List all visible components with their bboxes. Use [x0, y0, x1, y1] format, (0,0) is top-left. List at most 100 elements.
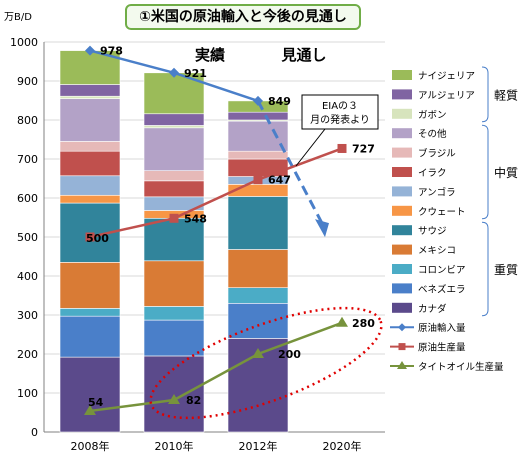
y-tick-label: 200 [17, 348, 38, 361]
legend-group-label: 軽質 [494, 87, 518, 102]
line-tight-oil [89, 321, 343, 413]
y-axis-label: 万B/D [4, 12, 32, 23]
chart-title: ①米国の原油輸入と今後の見通し [125, 4, 361, 30]
legend-group-label: 中質 [494, 165, 518, 180]
line-production [89, 147, 343, 239]
x-tick-label: 2012年 [239, 439, 278, 453]
legend-group-label: 重質 [494, 262, 518, 277]
bar-segment [227, 120, 289, 152]
bar-segment [143, 180, 205, 198]
legend-swatch [392, 244, 412, 255]
bar-segment [143, 260, 205, 307]
bar-segment [59, 315, 121, 358]
data-point [85, 45, 95, 56]
legend-label: クウェート [418, 207, 466, 218]
legend-swatch [392, 225, 412, 236]
legend-swatch [392, 205, 412, 216]
bar-segment [59, 84, 121, 97]
data-point [253, 175, 263, 185]
legend-bracket [481, 221, 489, 317]
legend-swatch [392, 70, 412, 80]
section-label-forecast: 見通し [280, 46, 326, 64]
bar-segment [143, 306, 205, 321]
annotation-text: 月の発表より [310, 113, 370, 126]
x-tick-label: 2020年 [323, 439, 362, 453]
x-tick-label: 2010年 [155, 439, 194, 453]
bar-segment [59, 356, 121, 433]
data-label: 82 [186, 394, 201, 407]
annotation-text: EIAの３ [322, 101, 358, 112]
annotation-box [301, 94, 379, 130]
data-point [84, 404, 96, 415]
data-point [169, 213, 179, 223]
data-point [169, 67, 179, 78]
bar-segment [143, 217, 205, 262]
legend-label: メキシコ [418, 246, 456, 257]
data-label: 200 [278, 348, 301, 361]
data-label: 647 [268, 174, 291, 187]
line-import-forecast [256, 100, 325, 226]
legend-swatch [392, 283, 412, 294]
legend-swatch [392, 264, 412, 274]
legend-label: ガボン [418, 110, 447, 121]
bar-segment [227, 249, 289, 288]
y-tick-label: 900 [17, 75, 38, 88]
bar-segment [227, 111, 289, 121]
y-tick-label: 700 [17, 153, 38, 166]
legend-marker [397, 361, 407, 369]
legend-label: カナダ [418, 303, 447, 315]
legend-swatch [392, 302, 412, 313]
bar-segment [143, 125, 205, 129]
legend-label: ナイジェリア [418, 71, 475, 82]
data-label: 548 [184, 212, 207, 225]
bar-segment [59, 308, 121, 317]
legend-label: ベネズエラ [418, 283, 466, 295]
bar-segment [59, 98, 121, 142]
legend-label: アルジェリア [418, 90, 475, 101]
data-point [85, 232, 95, 242]
bar-segment [143, 113, 205, 126]
legend-bracket [481, 66, 489, 123]
y-tick-label: 300 [17, 309, 38, 322]
bar-segment [227, 150, 289, 160]
data-point [337, 143, 347, 153]
data-label: 727 [352, 142, 375, 155]
legend-marker [398, 323, 406, 332]
data-label: 978 [100, 45, 123, 58]
x-tick-label: 2008年 [71, 439, 110, 453]
bar-segment [227, 196, 289, 250]
legend-label: コロンビア [418, 265, 466, 276]
bar-segment [59, 150, 121, 177]
data-label: 54 [88, 396, 104, 409]
bar-segment [59, 141, 121, 152]
y-tick-label: 0 [31, 426, 38, 439]
bar-segment [59, 95, 121, 99]
data-point [168, 394, 180, 405]
data-label: 280 [352, 317, 375, 330]
bar-segment [59, 175, 121, 196]
legend-swatch [392, 167, 412, 177]
bar-segment [227, 287, 289, 304]
data-point [336, 316, 348, 327]
annotation-pointer [295, 128, 326, 167]
data-point [252, 348, 264, 358]
data-label: 849 [268, 95, 291, 108]
data-label: 921 [184, 67, 207, 80]
bar-segment [143, 319, 205, 357]
data-label: 500 [86, 232, 109, 245]
legend-label: タイトオイル生産量 [418, 361, 504, 373]
y-tick-label: 500 [17, 231, 38, 244]
bar-segment [59, 194, 121, 204]
legend-label: その他 [418, 128, 447, 140]
legend-swatch [392, 147, 412, 158]
legend-label: アンゴラ [418, 186, 456, 198]
data-point [253, 95, 263, 106]
legend-swatch [392, 186, 412, 197]
bar-segment [143, 170, 205, 182]
legend-bracket [481, 124, 489, 220]
legend-swatch [392, 128, 412, 139]
legend-swatch [392, 89, 412, 100]
legend-label: ブラジル [418, 148, 456, 160]
section-label-actual: 実績 [195, 46, 225, 64]
